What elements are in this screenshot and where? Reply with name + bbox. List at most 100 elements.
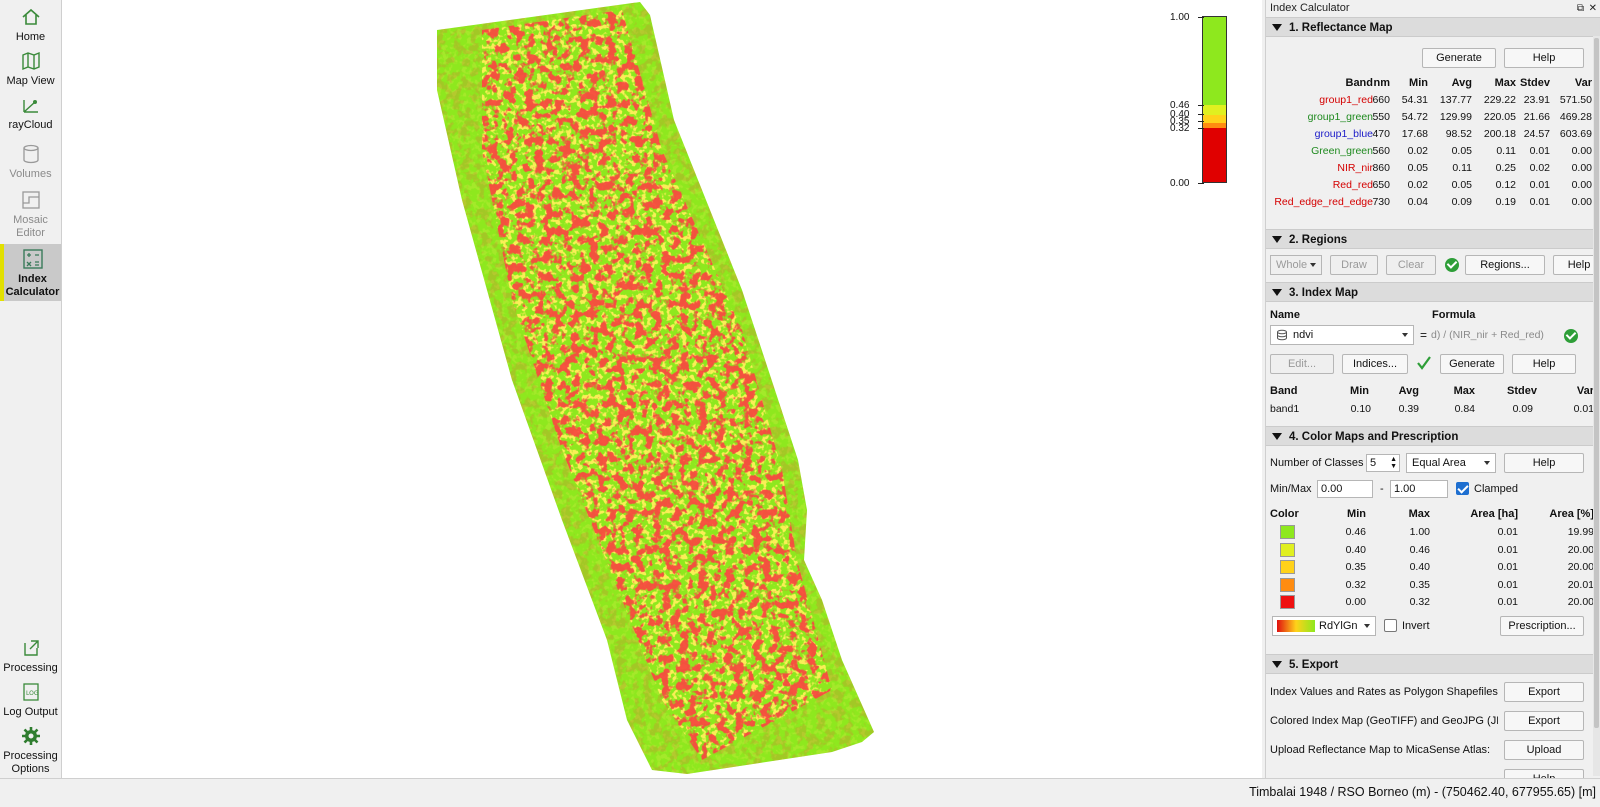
section-title: 3. Index Map	[1289, 287, 1359, 299]
classes-spinbox[interactable]: 5 ▲ ▼	[1366, 454, 1400, 472]
regions-valid-icon	[1445, 258, 1459, 272]
band-min: 0.02	[1407, 145, 1428, 157]
colormap-select[interactable]: RdYlGn	[1272, 616, 1376, 636]
edit-index-button[interactable]: Edit...	[1270, 354, 1334, 374]
legend-tick-label: 0.40	[1170, 109, 1190, 120]
chevron-down-icon	[1364, 624, 1370, 628]
band-max: 0.25	[1495, 162, 1516, 174]
export-help-button[interactable]: Help	[1504, 769, 1584, 778]
prescription-button[interactable]: Prescription...	[1500, 616, 1584, 636]
class-color-swatch[interactable]	[1280, 595, 1295, 609]
band-avg: 0.05	[1451, 179, 1472, 191]
index-generate-button[interactable]: Generate	[1440, 354, 1504, 374]
reflectance-generate-button[interactable]: Generate	[1422, 48, 1496, 68]
sidebar-item-index-calculator[interactable]: Index Calculator	[0, 244, 61, 301]
database-icon	[1277, 329, 1287, 341]
band-nm: 470	[1372, 128, 1390, 140]
band-min: 54.72	[1401, 111, 1428, 123]
sidebar-item-processing[interactable]: Processing	[0, 637, 61, 679]
region-mode-select[interactable]: Whole	[1270, 255, 1322, 275]
band-var: 571.50	[1559, 94, 1592, 106]
band-var: 0.00	[1571, 162, 1592, 174]
class-min: 0.32	[1345, 578, 1366, 591]
sidebar-item-home[interactable]: Home	[0, 6, 61, 48]
class-color-swatch[interactable]	[1280, 577, 1295, 592]
sidebar-item-raycloud[interactable]: rayCloud	[0, 94, 61, 136]
index-max: 0.84	[1454, 403, 1475, 415]
band-stdev: 0.02	[1529, 162, 1550, 174]
legend-tick-label: 0.00	[1170, 178, 1190, 189]
clear-region-button[interactable]: Clear	[1386, 255, 1436, 275]
min-input[interactable]: 0.00	[1317, 480, 1373, 498]
sidebar-item-volumes[interactable]: Volumes	[0, 143, 61, 187]
index-help-button[interactable]: Help	[1512, 354, 1576, 374]
index-calculator-panel: Index Calculator ⧉ ✕ 1. Reflectance Map …	[1265, 0, 1600, 778]
section-export[interactable]: 5. Export	[1266, 654, 1600, 674]
class-max: 0.40	[1409, 561, 1430, 573]
coordinate-status: Timbalai 1948 / RSO Borneo (m) - (750462…	[1249, 785, 1596, 799]
band-max: 229.22	[1483, 94, 1516, 106]
column-header: Var	[1574, 77, 1592, 89]
invert-checkbox[interactable]	[1384, 619, 1397, 632]
class-color-swatch[interactable]	[1280, 542, 1295, 557]
band-name: group1_red	[1319, 94, 1373, 106]
index-name-select[interactable]: ndvi	[1270, 325, 1414, 345]
section-regions[interactable]: 2. Regions	[1266, 229, 1600, 249]
column-header: Min	[1347, 508, 1366, 520]
sidebar-item-map-view[interactable]: Map View	[0, 50, 61, 92]
section-reflectance-map[interactable]: 1. Reflectance Map	[1266, 17, 1600, 37]
collapse-triangle-icon	[1272, 236, 1282, 244]
draw-region-button[interactable]: Draw	[1330, 255, 1378, 275]
reflectance-help-button[interactable]: Help	[1504, 48, 1584, 68]
band-min: 17.68	[1401, 128, 1428, 140]
column-header: Stdev	[1507, 385, 1537, 397]
sidebar-item-processing-options[interactable]: Processing Options	[0, 725, 61, 777]
scrollbar-thumb[interactable]	[1594, 38, 1599, 728]
collapse-triangle-icon	[1272, 289, 1282, 297]
band-nm: 550	[1372, 111, 1390, 123]
gear-icon	[21, 727, 40, 745]
band-stdev: 0.01	[1529, 179, 1550, 191]
section-title: 5. Export	[1289, 659, 1339, 671]
class-method-select[interactable]: Equal Area	[1406, 453, 1496, 473]
status-bar: Timbalai 1948 / RSO Borneo (m) - (750462…	[0, 778, 1600, 807]
float-panel-icon[interactable]: ⧉	[1576, 3, 1584, 14]
map-view[interactable]	[62, 0, 1262, 778]
indices-button[interactable]: Indices...	[1342, 354, 1408, 374]
band-name: group1_blue	[1314, 128, 1373, 140]
band-name: Red_edge_red_edge	[1274, 196, 1373, 208]
section-index-map[interactable]: 3. Index Map	[1266, 282, 1600, 302]
class-area-ha: 0.01	[1497, 578, 1518, 591]
upload-atlas-button[interactable]: Upload	[1504, 740, 1584, 760]
band-min: 0.04	[1407, 196, 1428, 208]
class-area-pct: 20.00	[1567, 561, 1594, 573]
band-var: 0.00	[1571, 196, 1592, 208]
class-method-value: Equal Area	[1412, 457, 1466, 469]
formula-field[interactable]: d) / (NIR_nir + Red_red)	[1431, 329, 1544, 341]
band-var: 0.00	[1571, 145, 1592, 157]
export-shapefile-button[interactable]: Export	[1504, 682, 1584, 702]
colormap-gradient-swatch	[1277, 620, 1315, 632]
band-nm: 560	[1372, 145, 1390, 157]
max-input[interactable]: 1.00	[1390, 480, 1448, 498]
column-header: Max	[1494, 77, 1516, 89]
mosaic-editor-icon	[21, 191, 40, 209]
regions-help-button[interactable]: Help	[1553, 255, 1600, 275]
clamped-checkbox[interactable]	[1456, 482, 1469, 495]
export-geotiff-button[interactable]: Export	[1504, 711, 1584, 731]
band-name: group1_green	[1307, 111, 1373, 123]
class-color-swatch[interactable]	[1280, 560, 1295, 574]
sidebar-item-label: Processing	[3, 662, 58, 674]
section-color-maps[interactable]: 4. Color Maps and Prescription	[1266, 426, 1600, 446]
chevron-down-icon	[1310, 263, 1316, 267]
regions-button[interactable]: Regions...	[1465, 255, 1545, 275]
colormap-help-button[interactable]: Help	[1504, 453, 1584, 473]
class-color-swatch[interactable]	[1280, 525, 1295, 539]
column-header: Avg	[1398, 385, 1419, 397]
collapse-triangle-icon	[1272, 24, 1282, 32]
close-icon[interactable]: ✕	[1588, 3, 1597, 14]
sidebar-item-mosaic-editor[interactable]: Mosaic Editor	[0, 189, 61, 243]
panel-scrollbar[interactable]	[1593, 36, 1600, 776]
column-header: Max	[1453, 385, 1475, 397]
sidebar-item-log-output[interactable]: LOG Log Output	[0, 681, 61, 723]
